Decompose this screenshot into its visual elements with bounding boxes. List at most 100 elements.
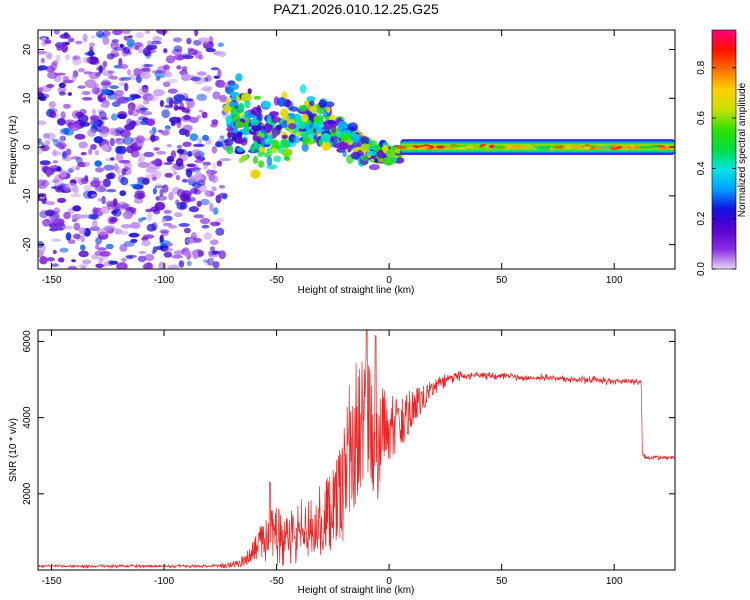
heatmap-cell xyxy=(218,250,226,260)
heatmap-cell xyxy=(119,190,127,197)
heatmap-cell xyxy=(241,154,249,161)
heatmap-cell xyxy=(89,59,100,66)
heatmap-cell xyxy=(91,86,100,95)
heatmap-cell xyxy=(200,198,210,206)
heatmap-cell xyxy=(212,91,221,100)
heatmap-cell xyxy=(109,137,116,147)
heatmap-cell xyxy=(97,247,107,251)
heatmap-cell xyxy=(215,141,222,148)
heatmap-cell xyxy=(77,161,87,168)
heatmap-cell xyxy=(114,127,125,134)
heatmap-cell xyxy=(94,150,100,156)
heatmap-cell xyxy=(75,40,83,45)
heatmap-cell xyxy=(102,70,113,77)
heatmap-cell xyxy=(230,95,238,102)
heatmap-cell xyxy=(55,54,61,63)
heatmap-cell xyxy=(180,74,192,81)
heatmap-cell xyxy=(342,149,347,158)
heatmap-cell xyxy=(219,81,228,88)
heatmap-cell xyxy=(144,253,155,262)
heatmap-cell xyxy=(179,69,188,76)
heatmap-cell xyxy=(151,176,157,181)
heatmap-cell xyxy=(45,132,56,140)
heatmap-cell xyxy=(80,244,86,251)
heatmap-cell xyxy=(140,68,149,72)
heatmap-cell xyxy=(71,73,77,83)
heatmap-cell xyxy=(52,149,57,157)
heatmap-cell xyxy=(48,101,56,108)
heatmap-cell xyxy=(349,133,361,142)
snr-y-label: SNR (10 * v/v) xyxy=(8,418,19,482)
heatmap-cell xyxy=(98,111,107,120)
heatmap-cell xyxy=(315,128,325,134)
heatmap-cell xyxy=(81,259,92,265)
heatmap-cell xyxy=(184,250,191,258)
heatmap-cell xyxy=(182,178,188,183)
heatmap-cell xyxy=(105,243,114,250)
heatmap-cell xyxy=(101,144,110,152)
heatmap-cell xyxy=(135,135,145,144)
heatmap-cell xyxy=(266,114,272,124)
heatmap-cell xyxy=(301,143,309,152)
heatmap-cell xyxy=(209,246,216,252)
heatmap-cell xyxy=(611,144,620,148)
heatmap-cell xyxy=(90,179,101,188)
heatmap-cell xyxy=(53,207,61,215)
heatmap-cell xyxy=(49,111,57,119)
heatmap-cell xyxy=(374,158,379,164)
heatmap-cell xyxy=(376,149,385,159)
spectrogram-x-label: Height of straight line (km) xyxy=(298,285,415,296)
heatmap-cell xyxy=(282,115,290,121)
heatmap-cell xyxy=(67,92,73,96)
heatmap-cell xyxy=(107,70,115,74)
heatmap-cell xyxy=(152,187,157,195)
heatmap-cell xyxy=(38,50,47,55)
heatmap-cell xyxy=(74,133,86,140)
colorbar-tick-label: 0.6 xyxy=(696,111,707,125)
heatmap-cell xyxy=(162,247,174,252)
heatmap-cell xyxy=(309,106,318,114)
heatmap-cell xyxy=(552,145,557,149)
heatmap-cell xyxy=(194,172,204,181)
heatmap-cell xyxy=(186,260,192,267)
heatmap-cell xyxy=(203,163,208,170)
heatmap-cell xyxy=(215,217,225,223)
heatmap-cell xyxy=(360,136,370,146)
heatmap-cell xyxy=(126,118,133,127)
heatmap-cell xyxy=(240,137,248,146)
heatmap-cell xyxy=(108,127,118,136)
heatmap-cell xyxy=(217,42,224,47)
heatmap-cell xyxy=(367,150,377,156)
heatmap-cell xyxy=(194,30,199,37)
heatmap-cell xyxy=(51,263,59,268)
heatmap-cell xyxy=(187,151,193,157)
heatmap-cell xyxy=(289,106,299,112)
heatmap-cell xyxy=(106,53,115,60)
heatmap-cell xyxy=(54,72,66,76)
heatmap-cell xyxy=(52,249,57,255)
heatmap-cell xyxy=(211,221,216,227)
heatmap-cell xyxy=(269,111,279,117)
heatmap-cell xyxy=(313,115,322,124)
heatmap-cell xyxy=(51,238,62,242)
heatmap-cell xyxy=(173,106,186,110)
heatmap-cell xyxy=(90,144,97,150)
heatmap-cell xyxy=(109,218,115,223)
heatmap-cell xyxy=(184,98,194,102)
heatmap-cell xyxy=(54,30,60,35)
heatmap-cell xyxy=(138,217,143,223)
spectrogram-x-tick-label: -100 xyxy=(154,275,174,286)
heatmap-cell xyxy=(115,137,126,145)
heatmap-cell xyxy=(161,130,170,136)
spectrogram-x-tick-label: -50 xyxy=(269,275,284,286)
heatmap-cell xyxy=(71,259,76,263)
heatmap-cell xyxy=(182,55,194,60)
heatmap-cell xyxy=(193,214,205,219)
heatmap-cell xyxy=(63,187,71,192)
heatmap-cell xyxy=(62,156,73,162)
heatmap-cell xyxy=(119,63,129,70)
heatmap-cell xyxy=(45,51,53,60)
heatmap-cell xyxy=(184,129,190,137)
heatmap-cell xyxy=(138,116,148,121)
